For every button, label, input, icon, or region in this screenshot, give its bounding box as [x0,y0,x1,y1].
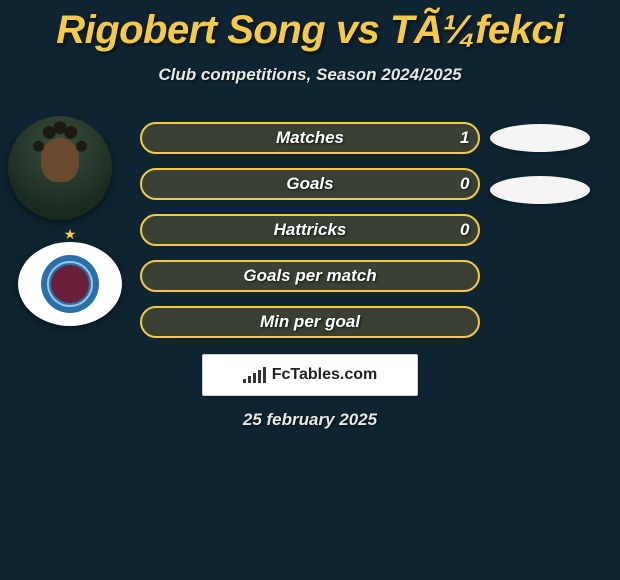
stat-bar: Goals per match [140,260,480,292]
bar-chart-icon-bar [258,370,261,383]
stat-row: Matches1 [140,122,480,154]
comparison-title: Rigobert Song vs TÃ¼fekci [0,0,620,53]
bar-chart-icon [243,367,266,383]
stat-row: Goals per match [140,260,480,292]
brand-text: FcTables.com [272,366,378,384]
bar-chart-icon-bar [253,373,256,383]
stat-bar: Matches [140,122,480,154]
club-badge-inner [41,255,99,313]
stat-row: Goals0 [140,168,480,200]
brand-box: FcTables.com [202,354,418,396]
club-badge-left: ★ [18,242,122,326]
snapshot-date: 25 february 2025 [0,410,620,430]
player-photo-left [8,116,112,220]
stat-value: 0 [460,168,469,200]
stat-bar: Goals [140,168,480,200]
comparison-subtitle: Club competitions, Season 2024/2025 [0,65,620,85]
stat-value: 1 [460,122,469,154]
stat-bar: Min per goal [140,306,480,338]
blank-pill [490,176,590,204]
stat-bar: Hattricks [140,214,480,246]
blank-pill [490,124,590,152]
bar-chart-icon-bar [243,379,246,383]
stat-value: 0 [460,214,469,246]
bar-chart-icon-bar [263,367,266,383]
stat-row: Min per goal [140,306,480,338]
stat-row: Hattricks0 [140,214,480,246]
bar-chart-icon-bar [248,376,251,383]
stat-bars: Matches1Goals0Hattricks0Goals per matchM… [140,122,480,352]
star-icon: ★ [64,226,77,243]
